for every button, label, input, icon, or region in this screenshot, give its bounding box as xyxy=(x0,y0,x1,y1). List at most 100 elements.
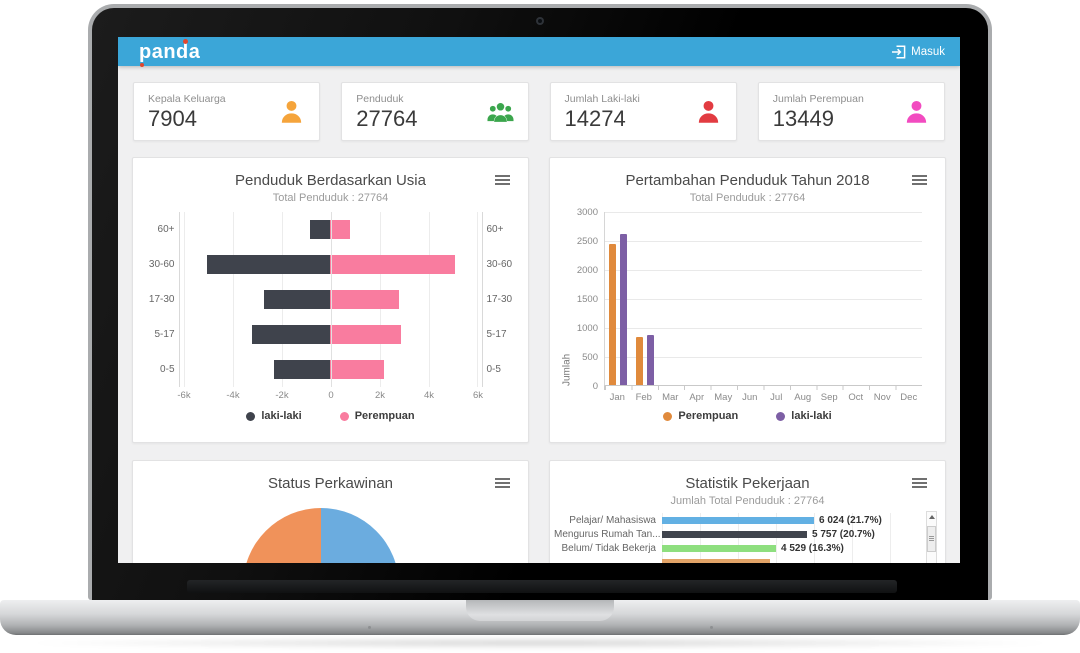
category-label: 30-60 xyxy=(486,259,513,270)
dashboard-screen: panda Masuk Kepala Keluarga 7904 Pen xyxy=(118,37,960,563)
base-screw-dot xyxy=(368,626,371,629)
y-tick-label: 1000 xyxy=(576,323,598,334)
scroll-thumb[interactable] xyxy=(927,526,936,552)
chart-title: Statistik Pekerjaan xyxy=(685,475,810,492)
hbar-value: 5 757 (20.7%) xyxy=(812,528,875,540)
x-tick-label: Feb xyxy=(635,392,652,403)
legend-dot-icon xyxy=(663,411,673,421)
legend-item: Perempuan xyxy=(663,410,738,422)
x-tick-label: Sep xyxy=(820,392,838,403)
chart-legend: Perempuan laki-laki xyxy=(550,410,945,422)
x-tick-label: -2k xyxy=(275,390,289,401)
chart-header: Penduduk Berdasarkan Usia Total Penduduk… xyxy=(133,158,528,204)
center-axis-line xyxy=(330,212,332,387)
hbar xyxy=(662,516,814,524)
month-slot xyxy=(737,212,763,385)
hbar-row: Mengurus Rumah Tan... 5 757 (20.7%) xyxy=(554,527,945,541)
pyramid-row xyxy=(184,317,477,352)
category-label: 30-60 xyxy=(148,259,175,270)
category-label: 17-30 xyxy=(148,294,175,305)
chart-title: Penduduk Berdasarkan Usia xyxy=(235,172,426,189)
bar-Perempuan xyxy=(330,290,399,309)
chart-title: Status Perkawinan xyxy=(267,475,394,492)
bar-laki-laki xyxy=(620,234,628,385)
chart-title: Pertambahan Penduduk Tahun 2018 xyxy=(625,172,870,189)
hbar-label: Belum/ Tidak Bekerja xyxy=(561,542,657,554)
month-slot xyxy=(684,212,710,385)
bar-laki-laki xyxy=(207,255,330,274)
scroll-up-arrow[interactable] xyxy=(928,515,935,519)
category-label: 0-5 xyxy=(160,364,175,375)
scrollbar[interactable] xyxy=(926,511,937,563)
right-half xyxy=(330,317,477,352)
month-slot xyxy=(764,212,790,385)
login-icon xyxy=(891,44,906,59)
stat-value: 27764 xyxy=(356,106,418,131)
chart-menu-icon[interactable] xyxy=(495,478,510,488)
hbar-value: 4 529 (16.3%) xyxy=(781,542,844,554)
chart-legend: laki-laki Perempuan xyxy=(133,410,528,422)
bar-Perempuan xyxy=(330,220,350,239)
hbar-area: 4 529 (16.3%) xyxy=(662,541,902,555)
stat-value: 7904 xyxy=(148,106,197,131)
left-half xyxy=(184,247,330,282)
y-axis-title: Jumlah xyxy=(561,353,573,386)
stat-card: Penduduk 27764 xyxy=(341,82,529,141)
chart-header: Status Perkawinan xyxy=(133,461,528,492)
people-icon xyxy=(486,98,514,125)
bar-Perempuan xyxy=(330,325,401,344)
bar-Perempuan xyxy=(330,360,384,379)
chart-subtitle: Total Penduduk : 27764 xyxy=(689,192,806,204)
month-slot xyxy=(605,212,631,385)
x-tick-label: Apr xyxy=(689,392,705,403)
pyramid-bars xyxy=(183,212,478,387)
brand-logo[interactable]: panda xyxy=(139,38,200,67)
legend-item: laki-laki xyxy=(776,410,832,422)
bar-laki-laki xyxy=(252,325,330,344)
month-slot xyxy=(869,212,895,385)
pie-chart xyxy=(243,508,399,563)
hbar-row: Pelajar/ Mahasiswa 6 024 (21.7%) xyxy=(554,513,945,527)
month-slot xyxy=(816,212,842,385)
x-tick-label: Dec xyxy=(900,392,918,403)
pyramid-row xyxy=(184,352,477,387)
hbar-area xyxy=(662,555,902,563)
hbar xyxy=(662,530,807,538)
stat-value: 14274 xyxy=(564,106,626,131)
chart-header: Statistik Pekerjaan Jumlah Total Pendudu… xyxy=(550,461,945,507)
x-axis-ticks: -6k -4k -2k 0 2k 4k 6k xyxy=(177,390,483,403)
y-tick-label: 2000 xyxy=(576,265,598,276)
chart-menu-icon[interactable] xyxy=(912,175,927,185)
left-half xyxy=(184,352,330,387)
category-label: 5-17 xyxy=(154,329,175,340)
x-tick-label: 6k xyxy=(472,390,484,401)
pyramid-row xyxy=(184,247,477,282)
chart-card-status-perkawinan: Status Perkawinan xyxy=(132,460,529,563)
chart-header: Pertambahan Penduduk Tahun 2018 Total Pe… xyxy=(550,158,945,204)
bar-laki-laki xyxy=(274,360,330,379)
y-axis-labels: 0 500 1000 1500 2000 2500 3000 xyxy=(574,207,604,392)
month-slot xyxy=(711,212,737,385)
hbar-label: Pelajar/ Mahasiswa xyxy=(569,514,656,526)
category-label: 17-30 xyxy=(486,294,513,305)
chart-menu-icon[interactable] xyxy=(912,478,927,488)
category-label: 5-17 xyxy=(486,329,507,340)
x-tick-label: 0 xyxy=(328,390,334,401)
right-half xyxy=(330,247,477,282)
app-header: panda Masuk xyxy=(118,37,960,67)
pyramid-row xyxy=(184,212,477,247)
stat-label: Jumlah Laki-laki xyxy=(564,93,640,105)
legend-dot-icon xyxy=(246,411,256,421)
bar-laki-laki xyxy=(264,290,330,309)
laptop-base xyxy=(0,600,1080,635)
person-icon xyxy=(695,98,722,125)
chart-menu-icon[interactable] xyxy=(495,175,510,185)
left-half xyxy=(184,317,330,352)
pyramid-plot-area: 60+ 30-60 17-30 5-17 0-5 60+ 30-60 17-30 5-17 0-… xyxy=(133,212,528,387)
legend-item: Perempuan xyxy=(339,410,415,422)
stats-row: Kepala Keluarga 7904 Penduduk 27764 Jumlah L… xyxy=(133,82,945,141)
month-slot xyxy=(843,212,869,385)
login-button[interactable]: Masuk xyxy=(891,44,945,59)
x-tick-label: Jun xyxy=(742,392,758,403)
